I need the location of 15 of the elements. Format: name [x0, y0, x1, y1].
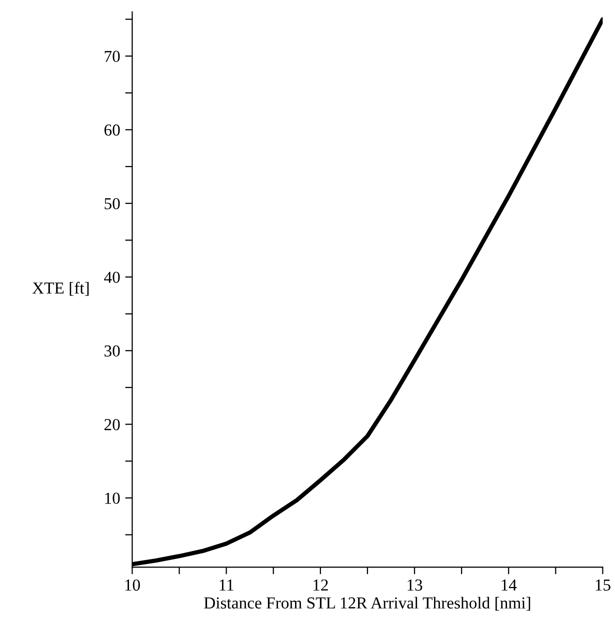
- y-axis-title: XTE [ft]: [32, 282, 89, 296]
- x-tick-label: 10: [125, 579, 140, 591]
- x-axis-title: Distance From STL 12R Arrival Threshold [nmi]: [204, 596, 530, 611]
- y-tick-label: 40: [104, 272, 120, 283]
- y-tick-label: 60: [104, 124, 120, 136]
- x-tick-label: 14: [502, 580, 517, 591]
- x-tick-label: 13: [408, 579, 422, 591]
- x-tick-label: 11: [220, 580, 234, 591]
- x-tick-label: 15: [596, 580, 610, 591]
- y-tick-label: 10: [105, 492, 120, 504]
- y-tick-label: 50: [104, 198, 120, 210]
- y-tick-label: 70: [104, 50, 120, 62]
- x-tick-label: 12: [314, 579, 328, 591]
- y-tick-label: 30: [104, 345, 120, 357]
- y-tick-label: 20: [104, 418, 120, 430]
